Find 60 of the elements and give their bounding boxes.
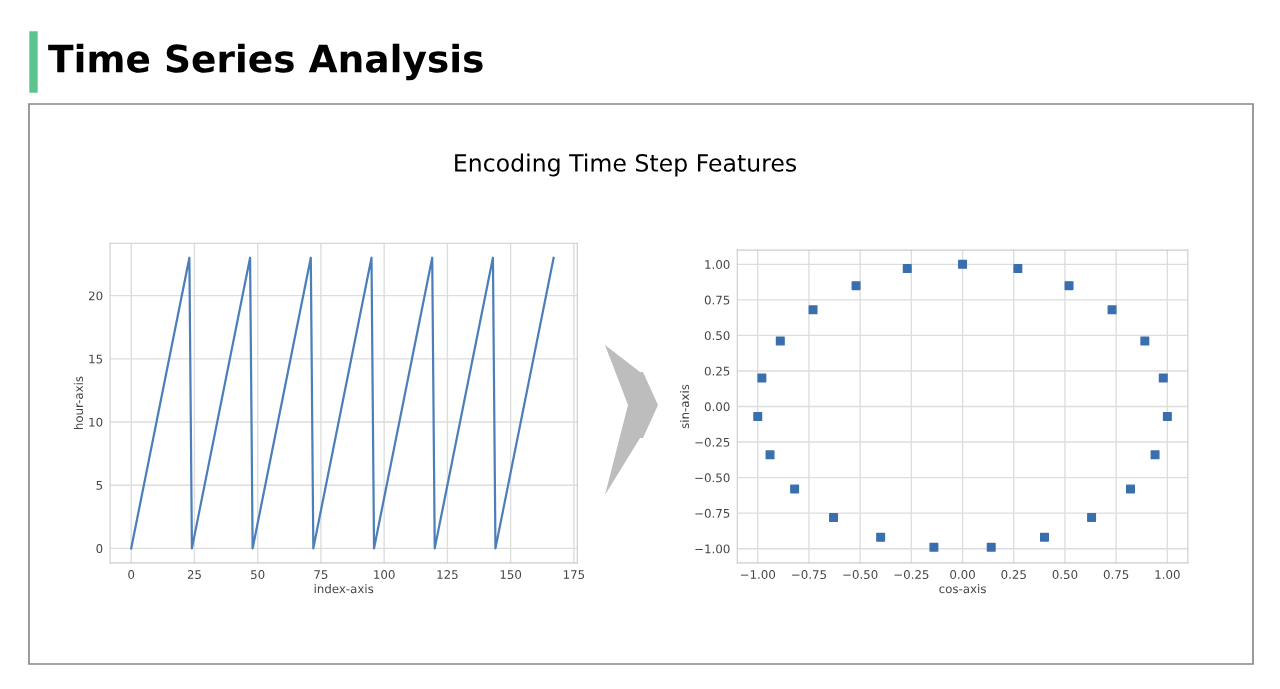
point — [775, 336, 785, 346]
point — [851, 281, 861, 291]
y-tick-label: 0.25 — [704, 366, 730, 376]
x-tick-label: −1.00 — [740, 570, 776, 579]
x-tick-label: 0.25 — [1001, 570, 1026, 579]
point — [1087, 512, 1097, 522]
point — [1064, 281, 1074, 291]
y-tick-label: 0.50 — [704, 331, 730, 341]
point — [765, 450, 775, 460]
y-tick-label: −0.50 — [695, 473, 730, 483]
x-tick-label: 1.00 — [1155, 570, 1180, 579]
point — [876, 532, 886, 542]
x-tick-label: 175 — [563, 570, 585, 579]
x-tick-label: −0.25 — [894, 570, 929, 579]
point — [1125, 484, 1135, 494]
point — [1140, 336, 1150, 346]
y-axis-title: sin-axis — [679, 384, 690, 429]
x-tick-label: 100 — [374, 570, 395, 579]
x-tick-label: 0.00 — [950, 570, 975, 579]
chart-title: Time Series Analysis — [48, 43, 483, 81]
x-tick-label: 0 — [128, 570, 135, 579]
point — [1162, 411, 1172, 421]
y-tick-label: 0.00 — [704, 402, 730, 412]
y-axis-title: hour-axis — [73, 376, 84, 430]
point — [790, 484, 800, 494]
y-tick-label: 5 — [96, 481, 103, 490]
point — [808, 305, 818, 315]
point — [1013, 264, 1023, 274]
y-tick-label: 0 — [96, 544, 103, 554]
point — [1107, 305, 1117, 315]
point — [902, 264, 912, 274]
point — [1150, 450, 1160, 460]
y-tick-label: −0.75 — [695, 508, 730, 518]
y-tick-label: 10 — [89, 417, 103, 427]
point — [1158, 373, 1168, 383]
text: Encoding Time Step Features — [455, 153, 797, 177]
point — [1039, 532, 1049, 542]
x-tick-label: 75 — [314, 570, 328, 579]
y-tick-label: −0.25 — [695, 437, 730, 447]
x-tick-label: 150 — [500, 570, 522, 579]
x-tick-label: 0.75 — [1103, 570, 1129, 579]
point — [986, 542, 996, 552]
point — [829, 512, 839, 522]
point — [753, 411, 763, 421]
y-tick-label: 20 — [88, 291, 103, 301]
point — [958, 259, 968, 269]
x-tick-label: −0.75 — [792, 570, 827, 579]
x-tick-label: 50 — [251, 570, 265, 579]
point — [929, 542, 939, 552]
y-tick-label: 1.00 — [705, 260, 730, 269]
x-axis-title: index-axis — [314, 584, 374, 594]
x-axis-title: cos-axis — [939, 584, 986, 594]
y-tick-label: −1.00 — [695, 544, 730, 554]
x-tick-label: 125 — [437, 570, 458, 579]
x-tick-label: 0.50 — [1052, 570, 1078, 579]
y-tick-label: 15 — [89, 354, 103, 364]
y-tick-label: 0.75 — [704, 295, 730, 305]
point — [757, 373, 767, 383]
x-tick-label: −0.50 — [843, 570, 878, 579]
x-tick-label: 25 — [187, 570, 201, 579]
